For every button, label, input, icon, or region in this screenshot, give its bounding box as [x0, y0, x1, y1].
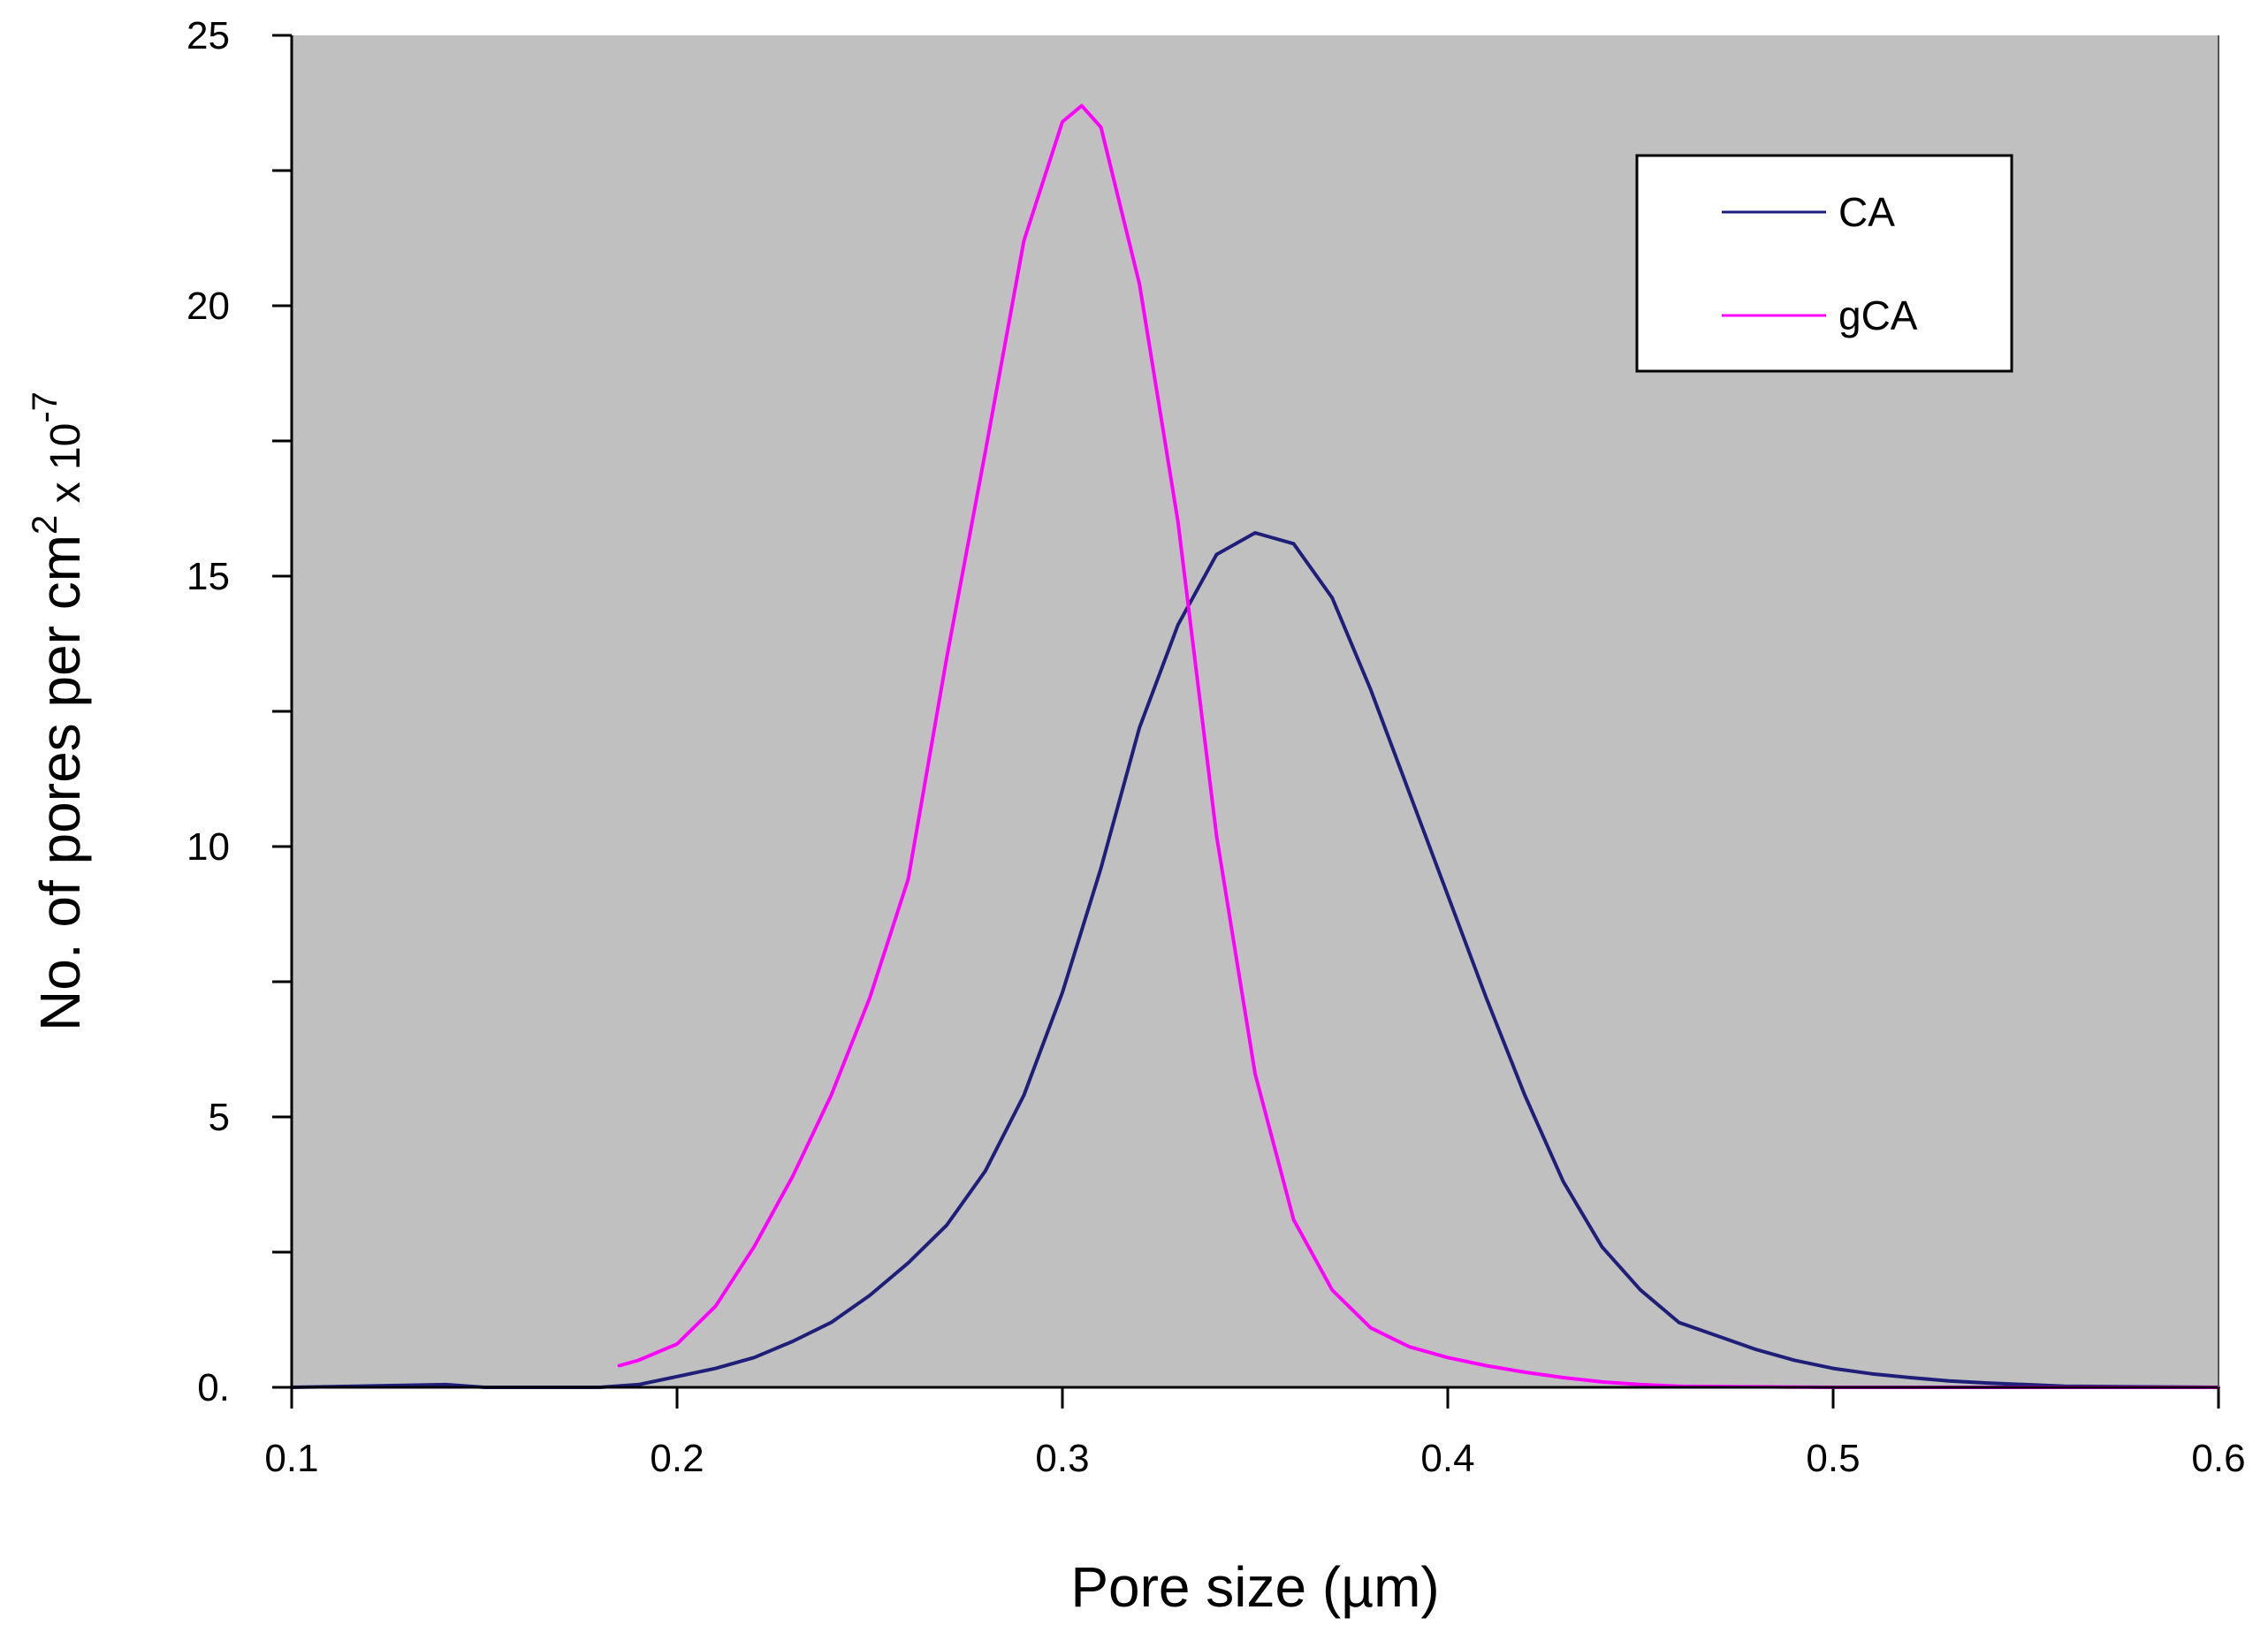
- y-axis-title-main: No. of pores per cm: [28, 535, 92, 1031]
- y-tick-label: 15: [186, 555, 230, 598]
- legend-label-gca: gCA: [1838, 292, 1918, 338]
- y-tick-label: 5: [209, 1096, 230, 1139]
- x-tick-label: 0.5: [1806, 1437, 1860, 1480]
- series-line-gca: [617, 103, 2220, 1389]
- legend: CA gCA: [1635, 154, 2013, 373]
- y-axis-title-mid: x 10: [42, 423, 89, 515]
- x-axis-title: Pore size (µm): [1070, 1555, 1439, 1619]
- y-axis-title-sup2: -7: [26, 391, 65, 423]
- x-tick-label: 0.6: [2191, 1437, 2245, 1480]
- legend-box: [1635, 154, 2013, 373]
- legend-label-ca: CA: [1838, 189, 1895, 235]
- series-layer: [290, 103, 2220, 1389]
- y-axis-title: No. of pores per cm2 x 10-7: [26, 391, 92, 1031]
- y-tick-label: 20: [186, 285, 230, 328]
- x-tick-label: 0.3: [1035, 1437, 1089, 1480]
- x-tick-label: 0.1: [264, 1437, 318, 1480]
- y-tick-label: 25: [186, 14, 230, 57]
- x-tick-label: 0.2: [650, 1437, 704, 1480]
- y-tick-label: 0.: [197, 1366, 230, 1409]
- y-axis-title-sup1: 2: [26, 515, 65, 535]
- x-tick-label: 0.4: [1420, 1437, 1474, 1480]
- y-tick-label: 10: [186, 825, 230, 869]
- series-line-ca: [290, 531, 2220, 1389]
